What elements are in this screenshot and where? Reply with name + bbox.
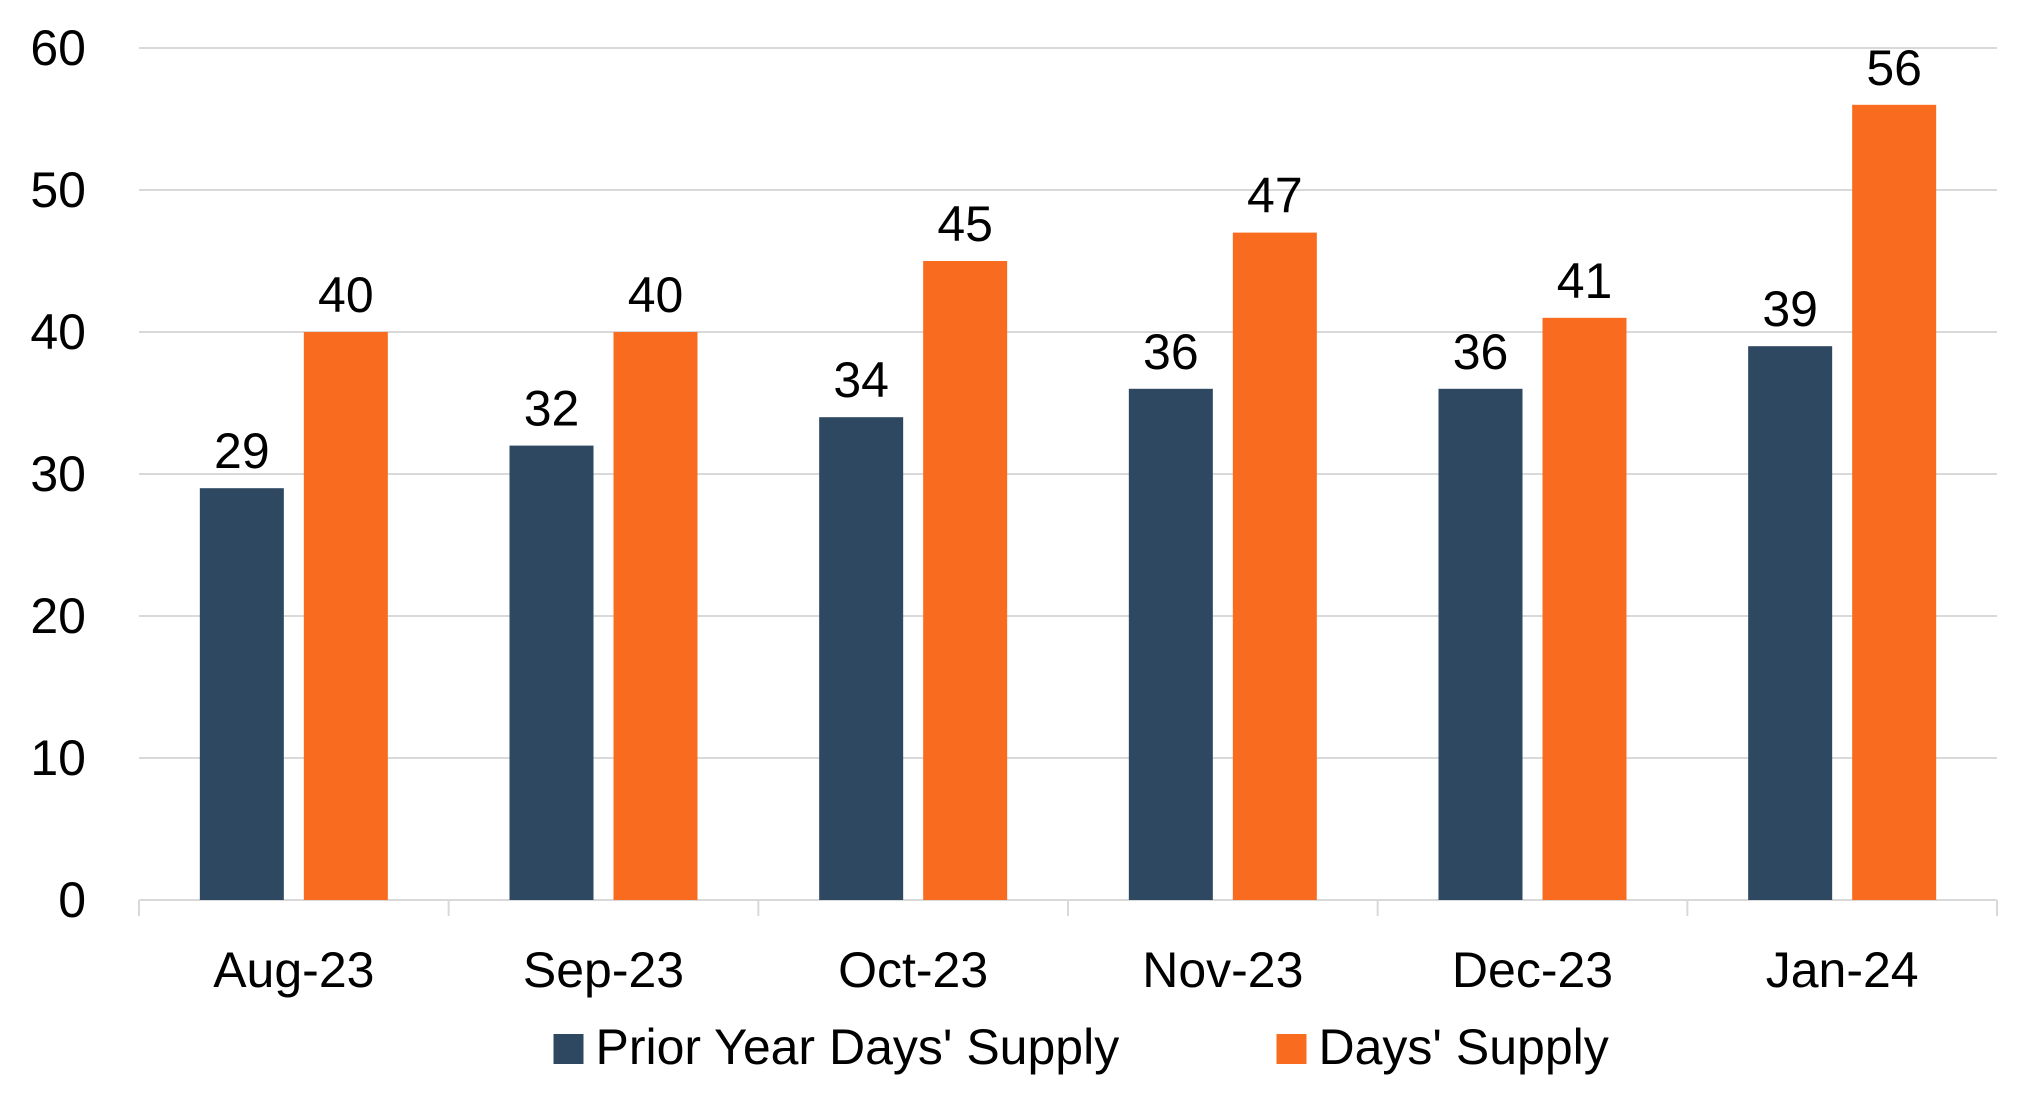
- data-labels: 29 32 34 36 36 39 40 40 45 47 41 56: [214, 40, 1922, 479]
- data-label-series1-Dec-23: 41: [1557, 253, 1613, 309]
- x-axis: Aug-23 Sep-23 Oct-23 Nov-23 Dec-23 Jan-24: [138, 899, 1998, 998]
- y-tick-label-40: 40: [30, 304, 86, 360]
- gridlines: [139, 47, 1997, 759]
- bar-series1-Aug-23: [303, 332, 388, 900]
- bar-series0-Dec-23: [1438, 388, 1523, 900]
- bar-series1-Dec-23: [1542, 317, 1627, 900]
- bar-series0-Nov-23: [1128, 388, 1213, 900]
- y-tick-label-10: 10: [30, 730, 86, 786]
- y-axis-tick-labels: 0 10 20 30 40 50 60: [30, 20, 86, 928]
- x-tick-label-Sep-23: Sep-23: [523, 942, 684, 998]
- bar-series1-Oct-23: [923, 261, 1008, 900]
- y-tick-label-0: 0: [58, 872, 86, 928]
- bar-series1-Sep-23: [613, 332, 698, 900]
- legend-swatch-0: [553, 1034, 584, 1064]
- x-tick-label-Oct-23: Oct-23: [838, 942, 988, 998]
- x-tick-label-Aug-23: Aug-23: [213, 942, 374, 998]
- data-label-series0-Sep-23: 32: [524, 381, 580, 437]
- y-tick-label-60: 60: [30, 20, 86, 76]
- data-label-series0-Aug-23: 29: [214, 423, 270, 479]
- bar-series0-Sep-23: [509, 445, 594, 900]
- legend-label-0: Prior Year Days' Supply: [596, 1019, 1120, 1075]
- data-label-series0-Dec-23: 36: [1453, 324, 1509, 380]
- legend-swatch-1: [1276, 1034, 1307, 1064]
- y-tick-label-30: 30: [30, 446, 86, 502]
- data-label-series0-Jan-24: 39: [1762, 281, 1818, 337]
- bar-series0-Aug-23: [199, 488, 284, 900]
- bar-series1-Nov-23: [1232, 232, 1317, 901]
- bar-series0-Jan-24: [1748, 346, 1833, 900]
- bars: [199, 104, 1937, 901]
- x-tick-label-Dec-23: Dec-23: [1452, 942, 1613, 998]
- x-tick-label-Nov-23: Nov-23: [1142, 942, 1303, 998]
- data-label-series1-Sep-23: 40: [628, 267, 684, 323]
- y-tick-label-20: 20: [30, 588, 86, 644]
- legend: Prior Year Days' Supply Days' Supply: [553, 1019, 1609, 1075]
- data-label-series1-Aug-23: 40: [318, 267, 374, 323]
- data-label-series1-Jan-24: 56: [1866, 40, 1922, 96]
- y-tick-label-50: 50: [30, 162, 86, 218]
- legend-label-1: Days' Supply: [1319, 1019, 1609, 1075]
- x-tick-label-Jan-24: Jan-24: [1766, 942, 1919, 998]
- bar-series0-Oct-23: [819, 417, 904, 900]
- data-label-series0-Oct-23: 34: [833, 352, 889, 408]
- data-label-series1-Nov-23: 47: [1247, 168, 1303, 224]
- data-label-series0-Nov-23: 36: [1143, 324, 1199, 380]
- data-label-series1-Oct-23: 45: [937, 196, 993, 252]
- bar-series1-Jan-24: [1852, 104, 1937, 901]
